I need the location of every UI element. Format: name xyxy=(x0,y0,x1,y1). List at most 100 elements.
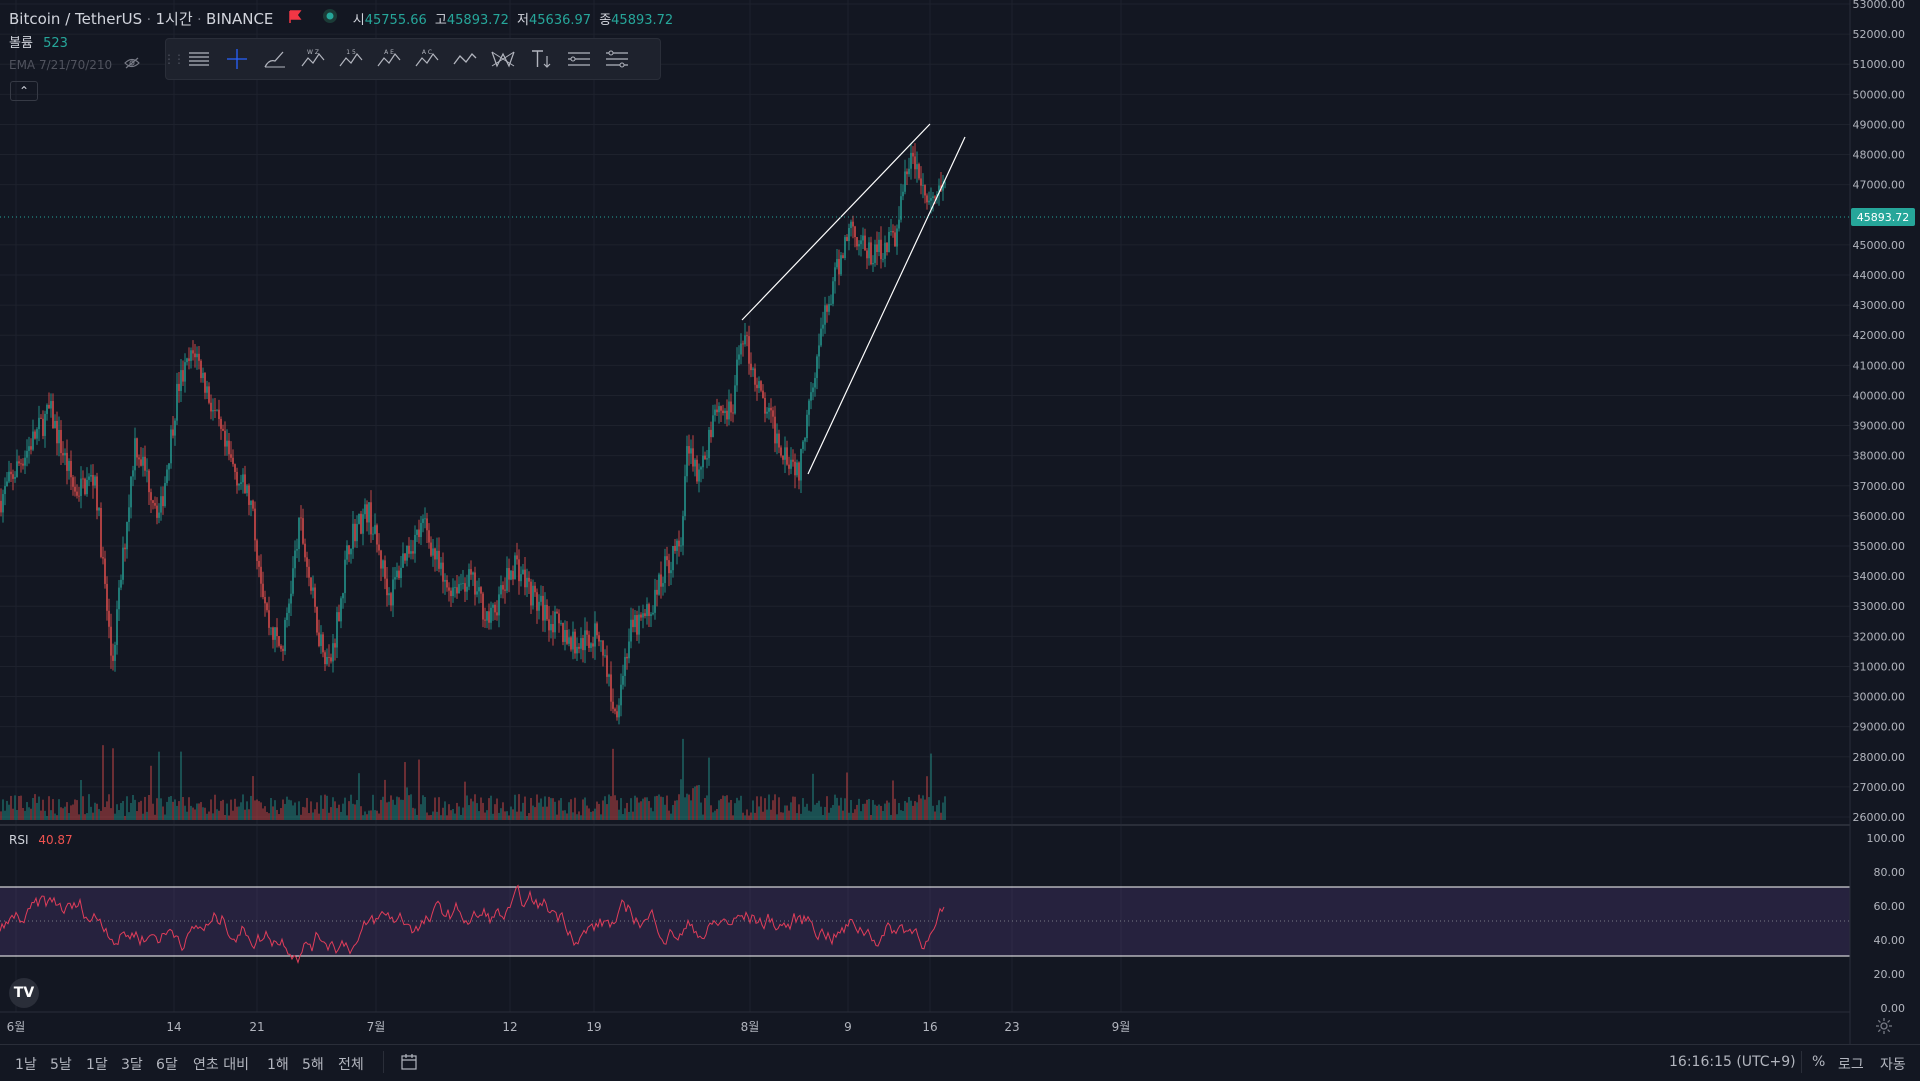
candle-body xyxy=(576,646,578,654)
wave-ae-icon[interactable]: A E xyxy=(370,39,408,79)
volume-bar xyxy=(906,802,908,820)
candle-body xyxy=(108,610,110,627)
clock-time[interactable]: 16:16:15 (UTC+9) xyxy=(1669,1054,1796,1070)
volume-bar xyxy=(178,801,180,820)
tradingview-logo[interactable]: TV xyxy=(9,978,39,1008)
range-1y[interactable]: 1해 xyxy=(267,1057,289,1073)
candle-body xyxy=(500,585,502,595)
candle-body xyxy=(742,343,744,345)
candle-body xyxy=(396,570,398,578)
svg-text:W Z: W Z xyxy=(307,49,319,56)
candle-body xyxy=(754,368,756,385)
range-3m[interactable]: 3달 xyxy=(121,1057,143,1073)
volume-bar xyxy=(368,810,370,820)
gear-icon[interactable] xyxy=(1874,1016,1894,1036)
candle-body xyxy=(640,614,642,618)
range-all[interactable]: 전체 xyxy=(338,1057,364,1073)
volume-bar xyxy=(708,757,710,820)
price-tick-label: 51000.00 xyxy=(1853,58,1906,71)
symbol-name[interactable]: Bitcoin / TetherUS xyxy=(9,10,143,28)
text-icon[interactable] xyxy=(522,39,560,79)
candle-body xyxy=(188,358,190,361)
candle-body xyxy=(892,231,894,233)
drag-handle-icon[interactable]: ⋮⋮ xyxy=(163,52,185,66)
wave-wz-icon[interactable]: W Z xyxy=(294,39,332,79)
percent-toggle[interactable]: % xyxy=(1812,1054,1826,1070)
candle-body xyxy=(248,485,250,505)
candle-body xyxy=(828,304,830,312)
range-1m[interactable]: 1달 xyxy=(86,1057,108,1073)
volume-bar xyxy=(898,803,900,820)
interval[interactable]: 1시간 xyxy=(155,10,193,28)
pattern-icon[interactable] xyxy=(484,39,522,79)
range-1d[interactable]: 1날 xyxy=(15,1057,37,1073)
rsi-pane xyxy=(0,884,1850,964)
volume-bar xyxy=(232,810,234,820)
candle-body xyxy=(916,164,918,170)
flag-icon[interactable] xyxy=(288,10,302,28)
candle-body xyxy=(76,491,78,496)
volume-legend[interactable]: 볼륨 523 xyxy=(9,36,68,51)
volume-bar xyxy=(126,796,128,820)
rsi-legend[interactable]: RSI 40.87 xyxy=(9,833,73,847)
volume-bar xyxy=(350,794,352,820)
candle-body xyxy=(272,627,274,640)
volume-bar xyxy=(214,794,216,820)
wave-ac-icon[interactable]: A C xyxy=(408,39,446,79)
settings-lines-icon[interactable] xyxy=(598,39,636,79)
volume-bar xyxy=(610,796,612,820)
candle-body xyxy=(276,627,278,637)
ema-legend[interactable]: EMA 7/21/70/210 xyxy=(9,57,140,72)
brush-icon[interactable] xyxy=(256,39,294,79)
volume-bar xyxy=(374,810,376,820)
volume-bar xyxy=(44,810,46,820)
range-ytd[interactable]: 연초 대비 xyxy=(193,1057,249,1073)
volume-bar xyxy=(570,799,572,820)
wave-15-icon[interactable]: 1 5 xyxy=(332,39,370,79)
candle-body xyxy=(134,438,136,471)
hidden-eye-icon[interactable] xyxy=(124,57,140,72)
volume-bar xyxy=(938,800,940,820)
levels-icon[interactable] xyxy=(560,39,598,79)
volume-bar xyxy=(58,799,60,820)
candle-body xyxy=(942,183,944,191)
candle-body xyxy=(562,622,564,642)
candle-body xyxy=(642,613,644,618)
candle-body xyxy=(150,492,152,501)
log-toggle[interactable]: 로그 xyxy=(1838,1057,1864,1073)
volume-bar xyxy=(618,809,620,820)
candle-body xyxy=(342,593,344,599)
volume-bar xyxy=(72,804,74,820)
range-6m[interactable]: 6달 xyxy=(156,1057,178,1073)
range-5y[interactable]: 5해 xyxy=(302,1057,324,1073)
range-5d[interactable]: 5날 xyxy=(50,1057,72,1073)
chart-canvas[interactable]: 53000.00 52000.00 51000.00 50000.00 49000.00… xyxy=(0,0,1920,1044)
date-range-icon[interactable] xyxy=(400,1053,418,1075)
horizontal-lines-icon[interactable] xyxy=(180,39,218,79)
volume-bar xyxy=(328,812,330,820)
volume-bar xyxy=(640,801,642,820)
candle-body xyxy=(724,410,726,414)
volume-bar xyxy=(798,804,800,820)
volume-bar xyxy=(542,806,544,820)
volume-bar xyxy=(120,803,122,820)
candle-body xyxy=(928,200,930,203)
volume-bar xyxy=(616,800,618,820)
candle-body xyxy=(812,387,814,393)
candle-body xyxy=(902,191,904,197)
line-path-icon[interactable] xyxy=(446,39,484,79)
candle-body xyxy=(636,615,638,635)
candle-body xyxy=(346,545,348,560)
volume-bar xyxy=(204,807,206,820)
crosshair-icon[interactable] xyxy=(218,39,256,79)
candle-body xyxy=(908,168,910,175)
auto-toggle[interactable]: 자동 xyxy=(1880,1057,1906,1073)
collapse-legend-button[interactable]: ⌃ xyxy=(10,81,38,101)
candle-body xyxy=(600,640,602,642)
volume-bar xyxy=(596,801,598,820)
candle-body xyxy=(212,410,214,412)
volume-bar xyxy=(476,803,478,820)
candle-body xyxy=(118,587,120,610)
candle-body xyxy=(510,570,512,580)
volume-bar xyxy=(732,815,734,820)
